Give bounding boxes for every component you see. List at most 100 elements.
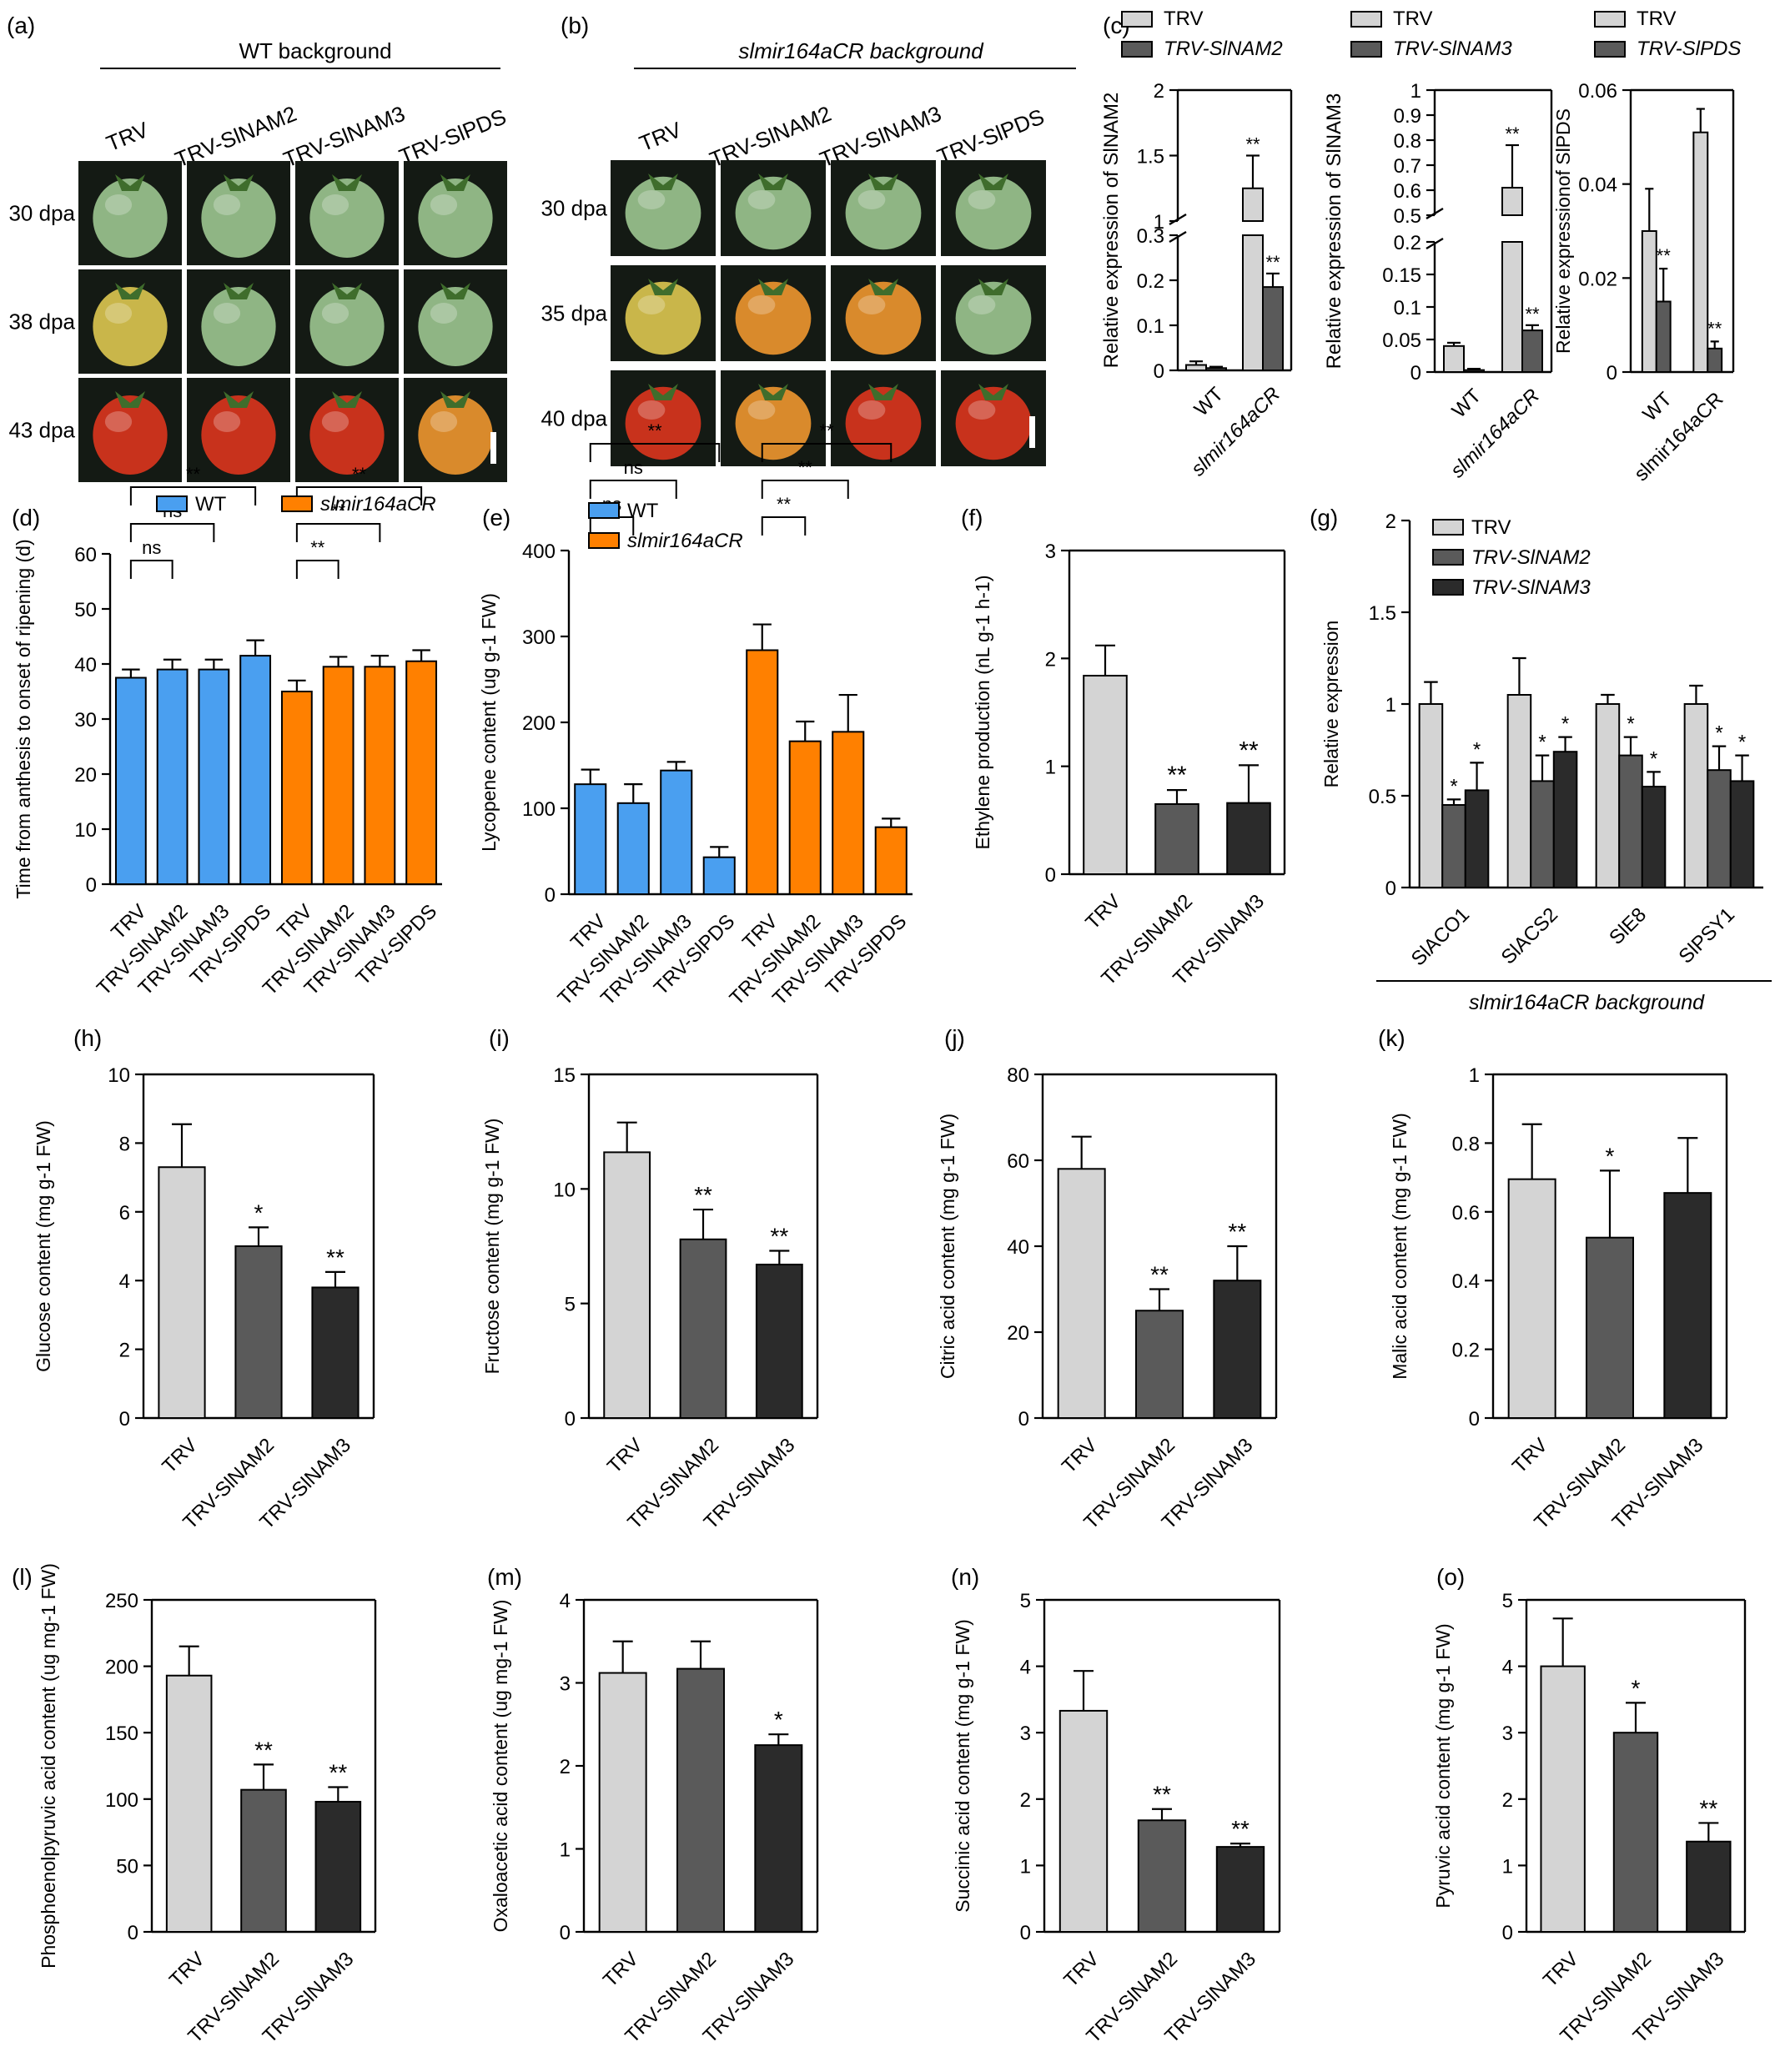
- y-tick-label: 1: [1385, 694, 1396, 717]
- y-tick-label: 30: [74, 709, 97, 732]
- panel-header: WT background: [239, 38, 391, 63]
- bar: [1501, 187, 1523, 216]
- column-label: TRV: [636, 117, 686, 156]
- y-tick-label: 50: [116, 1855, 138, 1878]
- bar: [1501, 241, 1523, 373]
- bar: [676, 1667, 725, 1933]
- chart-c2: 0 0.05 0.1 0.15 0.2 0.50.60.70.80.91 Relative …: [1323, 8, 1553, 482]
- significance-mark: **: [1265, 252, 1280, 273]
- calyx-shape: [978, 174, 1008, 190]
- y-tick-label: 4: [560, 1590, 571, 1612]
- bar: [598, 1672, 647, 1934]
- y-tick-label: 100: [522, 798, 556, 821]
- bar: [1205, 367, 1227, 371]
- fruit-shape: [955, 281, 1032, 355]
- panel-letter: (n): [951, 1564, 979, 1590]
- bar: [616, 802, 650, 896]
- y-axis-label: Citric acid content (mg g-1 FW): [937, 1114, 958, 1379]
- comparison-bracket: [761, 443, 893, 462]
- fruit-shape: [955, 176, 1032, 250]
- axis-break-mark: [1169, 213, 1187, 226]
- x-tick-label: TRV: [1059, 1948, 1104, 1992]
- bar: [1540, 1665, 1586, 1933]
- legend-label: TRV-SlNAM3: [1393, 38, 1512, 60]
- fruit-shape: [418, 287, 493, 366]
- significance-mark: *: [1650, 747, 1657, 770]
- bar: [1663, 1192, 1712, 1419]
- y-tick-label: 0.15: [1382, 264, 1421, 287]
- legend-label: slmir164aCR: [627, 530, 743, 552]
- bar: [239, 655, 272, 885]
- y-tick-label: 0: [1607, 362, 1617, 385]
- calyx-shape: [978, 279, 1008, 295]
- y-tick-label: 2: [560, 1756, 571, 1778]
- significance-mark: **: [1657, 245, 1672, 266]
- significance-mark: **: [1231, 1816, 1250, 1842]
- bar: [165, 1674, 213, 1934]
- significance-mark: **: [1245, 134, 1260, 155]
- calyx-shape: [115, 391, 145, 408]
- bar: [574, 783, 607, 895]
- calyx-shape: [868, 174, 898, 190]
- bar: [1083, 675, 1128, 875]
- legend-label: TRV: [1393, 8, 1433, 30]
- axis-break-mark: [1426, 237, 1444, 250]
- panel-letter: (e): [482, 505, 510, 531]
- bar: [311, 1286, 360, 1419]
- chart-k: (k) 0 0.2 0.4 0.6 0.8 1 Malic acid content (mg …: [1378, 1025, 1728, 1534]
- fruit-shape: [418, 395, 493, 475]
- panel-header: slmir164aCR background: [738, 38, 984, 63]
- scale-bar: [490, 432, 496, 464]
- y-tick-label: 2: [1385, 510, 1396, 533]
- y-axis-label: Phosphoenolpyruvic acid content (ug mg-1…: [38, 1563, 59, 1969]
- significance-mark: *: [1738, 732, 1746, 754]
- column-label: TRV-SlPDS: [395, 103, 510, 169]
- fruit-shape: [93, 395, 168, 475]
- x-tick-label: WT: [1448, 385, 1486, 423]
- chart-j: (j) 0 20 40 60 80 Citric acid content (mg g-1 …: [937, 1025, 1278, 1534]
- y-tick-label: 0: [119, 1408, 130, 1431]
- y-axis-label: Succinic acid content (mg g-1 FW): [952, 1619, 973, 1913]
- legend-label: slmir164aCR: [320, 493, 436, 515]
- y-tick-label: 4: [119, 1270, 130, 1293]
- y-axis-label: Relative expressionof SlPDS: [1552, 108, 1574, 354]
- significance-mark: **: [1525, 304, 1540, 324]
- fruit-shape: [418, 179, 493, 258]
- y-tick-label: 1: [1020, 1855, 1031, 1878]
- legend-label: TRV-SlNAM2: [1164, 38, 1283, 60]
- y-tick-label: 0: [545, 884, 556, 907]
- calyx-shape: [115, 283, 145, 299]
- bar: [405, 660, 438, 885]
- bar: [364, 666, 396, 885]
- y-tick-label: 3: [1020, 1722, 1031, 1745]
- calyx-shape: [440, 283, 470, 299]
- y-tick-label: 60: [1007, 1150, 1029, 1173]
- legend-swatch: [588, 532, 620, 549]
- x-tick-label: WT: [1190, 383, 1229, 421]
- x-tick-label: TRV: [599, 1948, 643, 1992]
- fruit-highlight: [430, 303, 458, 324]
- y-tick-label: 6: [119, 1202, 130, 1225]
- bar: [1612, 1732, 1659, 1933]
- row-label: 30 dpa: [541, 196, 607, 221]
- axis-break-mark: [1426, 207, 1444, 220]
- y-tick-label: 0.2: [1452, 1340, 1480, 1362]
- y-tick-label: 80: [1007, 1064, 1029, 1087]
- calyx-shape: [648, 279, 678, 295]
- fruit-highlight: [104, 194, 133, 215]
- bar: [746, 649, 779, 895]
- y-tick-label: 5: [1020, 1590, 1031, 1612]
- bar: [1135, 1310, 1184, 1419]
- fruit-highlight: [747, 190, 776, 209]
- bar: [1226, 802, 1271, 876]
- calyx-shape: [648, 384, 678, 400]
- column-label: TRV: [103, 117, 153, 156]
- y-tick-label: 0.04: [1578, 174, 1617, 197]
- bar: [1418, 703, 1444, 888]
- y-tick-label: 1: [1469, 1064, 1480, 1087]
- y-tick-label: 0: [1502, 1922, 1513, 1944]
- y-tick-label: 0: [1410, 362, 1421, 385]
- y-tick-label: 0.1: [1394, 297, 1421, 319]
